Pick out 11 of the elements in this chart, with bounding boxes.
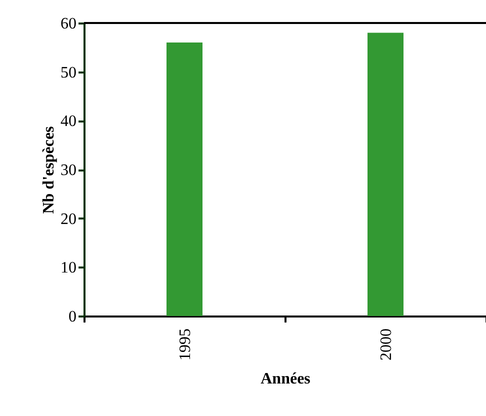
x-axis-title: Années (260, 370, 310, 388)
y-tick-label: 10 (60, 260, 76, 277)
x-tick-label: 2000 (378, 328, 395, 360)
y-tick-label: 30 (60, 162, 76, 179)
y-tick-label: 40 (60, 113, 76, 130)
y-tick-label: 50 (60, 64, 76, 82)
y-tick-label: 0 (68, 308, 76, 326)
y-axis-title: Nb d'espèces (40, 126, 58, 214)
y-tick-label: 60 (60, 16, 76, 32)
x-tick-label: 1995 (177, 328, 194, 360)
y-tick-label: 20 (60, 210, 76, 228)
